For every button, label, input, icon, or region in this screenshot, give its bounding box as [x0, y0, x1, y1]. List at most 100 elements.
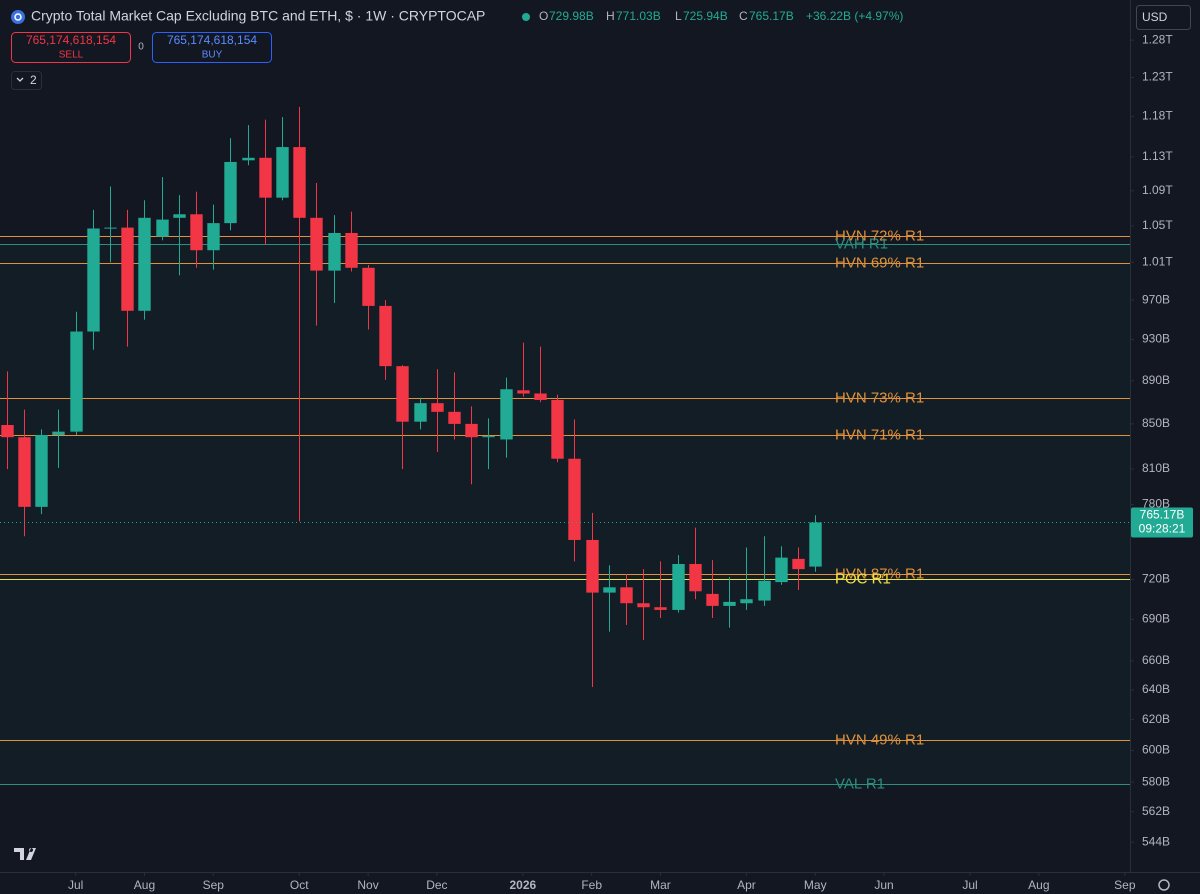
y-tick-label: 690B [1142, 612, 1170, 626]
y-tick-label: 640B [1142, 682, 1170, 696]
countdown: 09:28:21 [1139, 522, 1186, 536]
candle-body [500, 389, 513, 440]
candle-body [723, 601, 736, 606]
indicators-count: 2 [30, 73, 37, 87]
currency-select[interactable] [1136, 5, 1191, 30]
candle-body [345, 232, 358, 268]
candle-body [706, 593, 719, 606]
candle-body [104, 227, 117, 229]
currency: USD [1142, 10, 1168, 24]
candle-body [620, 587, 633, 604]
y-tick-label: 600B [1142, 743, 1170, 757]
ohlc-key: C [739, 9, 748, 23]
candle-body [758, 580, 771, 601]
y-tick-label: 930B [1142, 332, 1170, 346]
candle-body [568, 458, 581, 540]
candle-body [70, 331, 83, 432]
y-tick-label: 1.05T [1142, 218, 1173, 232]
sell-button[interactable] [11, 32, 131, 63]
candle-body [551, 399, 564, 459]
candle-body [1, 424, 14, 438]
ohlc-key: L [675, 9, 682, 23]
candle-body [740, 599, 753, 604]
symbol-icon[interactable] [11, 10, 25, 24]
buy-button[interactable] [152, 32, 272, 63]
candle-body [586, 539, 599, 593]
candle-body [310, 217, 323, 271]
x-tick-label: Jul [68, 878, 83, 892]
last-price-tag [1131, 507, 1193, 538]
candle-body [792, 558, 805, 570]
candle-body [465, 423, 478, 438]
x-tick-label: Sep [1114, 878, 1136, 892]
ohlc-key: O [539, 9, 548, 23]
indicators-toggle[interactable] [11, 71, 42, 90]
level-label: HVN 69% R1 [835, 254, 924, 271]
candle-body [809, 522, 822, 567]
candle-body [775, 557, 788, 583]
candle-body [121, 227, 134, 311]
candle-body [654, 607, 667, 610]
y-tick-label: 620B [1142, 712, 1170, 726]
level-label: HVN 71% R1 [835, 426, 924, 443]
candle-body [190, 214, 203, 251]
candle-body [534, 393, 547, 400]
y-tick-label: 850B [1142, 416, 1170, 430]
candle-body [517, 390, 530, 394]
sell-label: SELL [59, 50, 84, 61]
level-label: POC R1 [835, 570, 891, 587]
candle-body [87, 228, 100, 332]
y-tick-label: 1.13T [1142, 149, 1173, 163]
candle-body [52, 431, 65, 435]
level-label: HVN 87% R1 [835, 565, 924, 582]
y-tick-label: 580B [1142, 774, 1170, 788]
candle-body [35, 434, 48, 507]
level-label: VAL R1 [835, 775, 885, 792]
market-status [522, 13, 530, 21]
candle-body [207, 223, 220, 251]
level-label: VAH R1 [835, 235, 888, 252]
value-area [0, 243, 1130, 784]
symbol-title[interactable]: Crypto Total Market Cap Excluding BTC an… [31, 8, 485, 24]
x-tick-label: Jun [874, 878, 893, 892]
y-tick-label: 1.01T [1142, 254, 1173, 268]
x-tick-label: Sep [203, 878, 225, 892]
y-tick-label: 780B [1142, 497, 1170, 511]
candle-body [276, 147, 289, 198]
x-tick-label: Feb [581, 878, 602, 892]
settings-icon[interactable] [1158, 879, 1170, 891]
last-price-label: 765.17B [1140, 508, 1185, 522]
buy-price: 765,174,618,154 [167, 33, 257, 47]
level-label: HVN 73% R1 [835, 389, 924, 406]
tv-logo[interactable] [14, 848, 36, 860]
y-tick-label: 562B [1142, 804, 1170, 818]
x-tick-label: Jul [962, 878, 977, 892]
candle-body [431, 403, 444, 412]
candle-body [603, 587, 616, 593]
candle-body [672, 563, 685, 610]
y-tick-label: 890B [1142, 373, 1170, 387]
ohlc-value: 725.94B [683, 9, 728, 23]
candle-body [156, 219, 169, 237]
y-tick-label: 1.09T [1142, 183, 1173, 197]
candle-body [482, 436, 495, 438]
y-tick-label: 810B [1142, 461, 1170, 475]
candle-body [448, 411, 461, 424]
x-tick-label: Nov [357, 878, 378, 892]
candle-body [379, 305, 392, 367]
y-tick-label: 720B [1142, 572, 1170, 586]
candle-body [242, 157, 255, 161]
ohlc-value: 729.98B [549, 9, 594, 23]
x-tick-label: Dec [426, 878, 447, 892]
chevron [16, 77, 24, 82]
y-tick-label: 970B [1142, 292, 1170, 306]
candle-body [138, 217, 151, 311]
ohlc-key: H [606, 9, 615, 23]
x-tick-label: Oct [290, 878, 309, 892]
candle-body [18, 437, 31, 507]
y-tick-label: 1.23T [1142, 70, 1173, 84]
